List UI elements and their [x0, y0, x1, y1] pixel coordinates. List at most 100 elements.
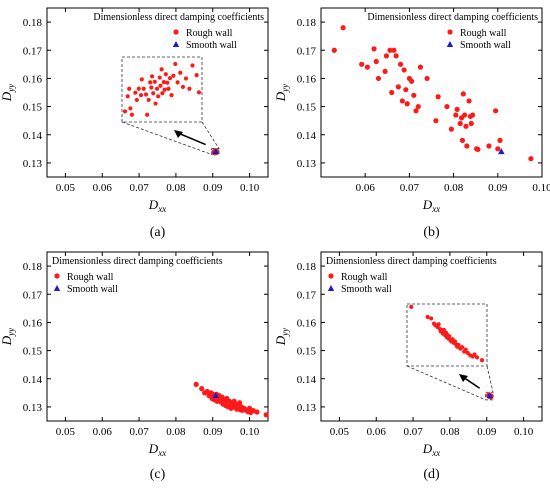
inset-point [160, 91, 165, 96]
y-tick-label: 0.14 [297, 130, 317, 142]
rough-wall-point [413, 108, 419, 114]
y-tick-label: 0.13 [297, 402, 317, 414]
plot-frame [320, 7, 543, 178]
x-tick-label: 0.09 [477, 426, 497, 438]
inset-point [447, 334, 452, 339]
rough-wall-point [448, 126, 454, 132]
legend-label-rough: Rough wall [341, 272, 388, 283]
inset-point [138, 92, 144, 98]
legend-label-smooth: Smooth wall [186, 40, 237, 51]
x-tick-label: 0.05 [330, 426, 350, 438]
y-tick-label: 0.17 [297, 289, 317, 301]
inset-point [180, 84, 186, 90]
inset-point [146, 97, 151, 103]
y-tick-label: 0.13 [297, 158, 317, 170]
legend-marker-rough [447, 29, 453, 35]
rough-wall-point [468, 120, 474, 127]
inset-box [121, 56, 203, 123]
inset-point [463, 347, 468, 352]
inset-point [171, 73, 176, 78]
inset-point [158, 83, 163, 88]
rough-wall-point [391, 47, 397, 53]
inset-point [151, 91, 156, 96]
panel-d: 0.05 0.06 0.07 0.08 0.09 0.10 0.13 0.14 0.15 0.16… [273, 251, 543, 482]
y-axis-label-sub: yy [280, 84, 290, 93]
x-tick-label: 0.08 [166, 182, 186, 194]
inset-point [173, 61, 178, 67]
inset-point [474, 355, 480, 360]
inset-point [127, 86, 132, 91]
y-axis-label: Dyy [273, 84, 290, 102]
rough-wall-point [382, 68, 388, 74]
rough-wall-point [399, 98, 405, 104]
inset-point [165, 80, 170, 85]
rough-wall-point [462, 112, 468, 118]
rough-wall-point [475, 146, 481, 152]
rough-wall-point [371, 46, 377, 52]
x-tick-label: 0.09 [488, 182, 508, 194]
zoom-arrow-head [174, 130, 183, 138]
rough-wall-point [403, 87, 409, 93]
inset-point [128, 106, 133, 111]
x-tick-label: 0.10 [532, 182, 550, 194]
zoom-arrow [462, 376, 481, 389]
inset-point [175, 80, 180, 85]
x-tick-label: 0.06 [367, 426, 387, 438]
x-tick-label: 0.05 [56, 426, 76, 438]
x-tick-label: 0.07 [129, 182, 149, 194]
rough-wall-point [397, 61, 404, 67]
panel-label: (c) [150, 467, 166, 482]
y-tick-label: 0.16 [23, 73, 43, 85]
x-tick-label: 0.09 [203, 182, 223, 194]
rough-wall-point [254, 409, 260, 415]
y-tick-label: 0.18 [23, 17, 43, 29]
x-axis-label-base: D [148, 197, 159, 212]
x-axis-label-sub: xx [431, 204, 440, 214]
inset-point [456, 342, 461, 348]
smooth-wall-point [212, 148, 219, 155]
rough-wall-point [457, 120, 463, 127]
x-tick-label: 0.10 [514, 426, 534, 438]
rough-wall-point [497, 137, 503, 143]
rough-wall-point [364, 64, 371, 70]
x-tick-label: 0.10 [240, 426, 260, 438]
inset-point [183, 76, 189, 81]
rough-wall-point [237, 400, 243, 406]
x-axis-label: Dxx [148, 441, 166, 458]
inset-point [161, 79, 167, 85]
x-axis-label-base: D [422, 197, 433, 212]
inset-point [166, 86, 171, 91]
x-axis-label-sub: xx [431, 448, 440, 458]
rough-wall-point [383, 53, 390, 59]
legend-label-smooth: Smooth wall [460, 40, 511, 51]
inset-point [157, 75, 162, 80]
y-tick-label: 0.17 [297, 45, 317, 57]
y-tick-label: 0.14 [23, 374, 43, 386]
legend-label-rough: Rough wall [460, 28, 507, 39]
inset-point [441, 327, 447, 333]
x-axis-label-sub: xx [157, 204, 166, 214]
inset-point [187, 86, 192, 91]
rough-wall-point [263, 412, 269, 418]
y-tick-label: 0.15 [23, 102, 43, 114]
inset-point [429, 316, 434, 321]
legend-title: Dimensionless direct damping coefficient… [326, 256, 497, 267]
inset-point [159, 67, 164, 72]
rough-wall-point [395, 84, 401, 90]
rough-wall-point [454, 106, 460, 112]
rough-wall-point [331, 47, 337, 53]
rough-wall-point [470, 112, 476, 118]
y-tick-label: 0.17 [23, 45, 43, 57]
x-tick-label: 0.06 [93, 182, 113, 194]
rough-wall-point [486, 143, 492, 149]
x-tick-label: 0.06 [93, 426, 113, 438]
inset-point [133, 90, 138, 95]
y-tick-label: 0.18 [23, 261, 43, 273]
x-axis-label-base: D [422, 441, 433, 456]
y-tick-label: 0.15 [23, 346, 43, 358]
inset-point [479, 358, 485, 363]
rough-wall-point [389, 89, 395, 96]
rough-wall-point [495, 146, 501, 152]
rough-wall-point [417, 64, 424, 70]
rough-wall-point [460, 91, 466, 97]
